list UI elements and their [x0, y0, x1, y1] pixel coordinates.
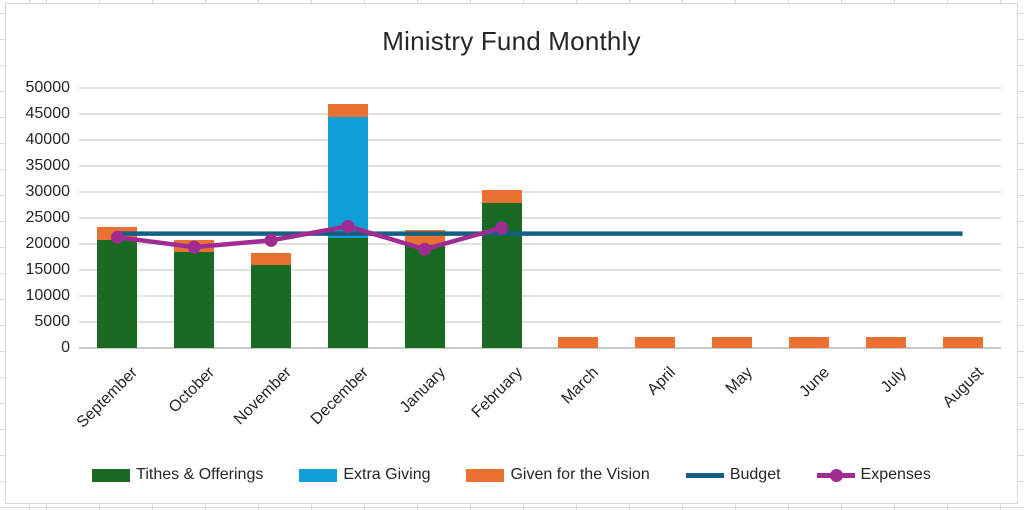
legend-label: Expenses	[860, 466, 931, 483]
bar-given-for-the-vision[interactable]	[635, 336, 676, 348]
bar-given-for-the-vision[interactable]	[251, 252, 292, 266]
legend-label: Tithes & Offerings	[136, 466, 264, 483]
legend-item-extra-giving[interactable]: Extra Giving	[299, 466, 430, 484]
x-axis-label-july: July	[877, 364, 910, 397]
expenses-line-marker-icon	[816, 468, 855, 482]
bar-given-for-the-vision[interactable]	[327, 103, 368, 117]
expenses-marker[interactable]	[187, 240, 201, 254]
y-axis-tick-label: 35000	[25, 157, 71, 174]
gridline	[79, 165, 1001, 167]
legend-item-expenses[interactable]: Expenses	[816, 466, 931, 484]
legend-label: Budget	[729, 466, 781, 483]
expenses-marker[interactable]	[110, 230, 124, 244]
expenses-marker[interactable]	[495, 221, 509, 235]
expenses-marker[interactable]	[418, 242, 432, 256]
given-for-the-vision-swatch-icon	[466, 468, 505, 482]
y-axis-tick-label: 20000	[25, 235, 71, 252]
x-axis-label-february: February	[468, 364, 526, 422]
x-axis-label-march: March	[558, 364, 603, 408]
bar-given-for-the-vision[interactable]	[788, 336, 829, 348]
y-axis-tick-label: 30000	[25, 183, 71, 200]
bar-given-for-the-vision[interactable]	[481, 189, 522, 204]
expenses-marker[interactable]	[264, 233, 278, 247]
chart-title: Ministry Fund Monthly	[382, 26, 641, 56]
gridline	[79, 113, 1001, 115]
legend-label: Extra Giving	[343, 466, 431, 483]
gridline	[79, 87, 1001, 89]
tithes-offerings-swatch-icon	[92, 468, 131, 482]
x-axis-label-may: May	[722, 364, 757, 398]
gridline	[79, 347, 1001, 349]
x-axis-label-december: December	[307, 364, 372, 429]
bar-tithes-offerings[interactable]	[97, 240, 138, 348]
line-series-overlay	[110, 219, 963, 256]
y-axis-tick-label: 45000	[25, 105, 71, 122]
y-axis-tick-label: 40000	[25, 131, 71, 148]
bar-extra-giving[interactable]	[327, 116, 368, 238]
gridline	[79, 139, 1001, 141]
y-axis-tick-label: 10000	[25, 287, 71, 304]
y-axis-tick-label: 50000	[25, 79, 71, 96]
x-axis-label-september: September	[74, 364, 142, 432]
x-axis-label-october: October	[166, 364, 219, 417]
gridline	[79, 269, 1001, 271]
y-axis-tick-label: 5000	[34, 313, 70, 330]
x-axis-label-january: January	[396, 364, 449, 417]
bar-tithes-offerings[interactable]	[174, 252, 215, 348]
x-axis-label-june: June	[796, 364, 833, 401]
bar-given-for-the-vision[interactable]	[712, 336, 753, 348]
gridline	[79, 321, 1001, 323]
bar-tithes-offerings[interactable]	[327, 237, 368, 348]
expenses-marker[interactable]	[341, 219, 355, 233]
legend-item-given-for-the-vision[interactable]: Given for the Vision	[466, 466, 650, 484]
chart[interactable]: Ministry Fund Monthly 0 5000 10000 15000 200…	[5, 3, 1018, 504]
legend-label: Given for the Vision	[510, 466, 650, 483]
bar-tithes-offerings[interactable]	[251, 265, 292, 348]
y-axis-tick-label: 25000	[25, 209, 71, 226]
x-axis-label-april: April	[644, 364, 680, 399]
x-axis-label-november: November	[230, 364, 296, 429]
gridline	[79, 295, 1001, 297]
bar-given-for-the-vision[interactable]	[865, 336, 906, 348]
legend-item-budget[interactable]: Budget	[685, 466, 781, 484]
x-axis-label-august: August	[939, 364, 987, 412]
expenses-line[interactable]	[117, 224, 503, 252]
y-axis-tick-label: 15000	[25, 261, 71, 278]
extra-giving-swatch-icon	[299, 468, 338, 482]
gridline	[79, 243, 1001, 245]
legend-item-tithes-offerings[interactable]: Tithes & Offerings	[92, 466, 263, 484]
bar-tithes-offerings[interactable]	[404, 244, 445, 348]
gridline	[79, 217, 1001, 219]
bar-given-for-the-vision[interactable]	[558, 336, 599, 348]
gridline	[79, 191, 1001, 193]
budget-line-icon	[685, 472, 724, 478]
legend: Tithes & Offerings Extra Giving Given for …	[6, 462, 1017, 488]
bar-given-for-the-vision[interactable]	[942, 336, 983, 348]
y-axis-tick-label: 0	[61, 339, 70, 356]
